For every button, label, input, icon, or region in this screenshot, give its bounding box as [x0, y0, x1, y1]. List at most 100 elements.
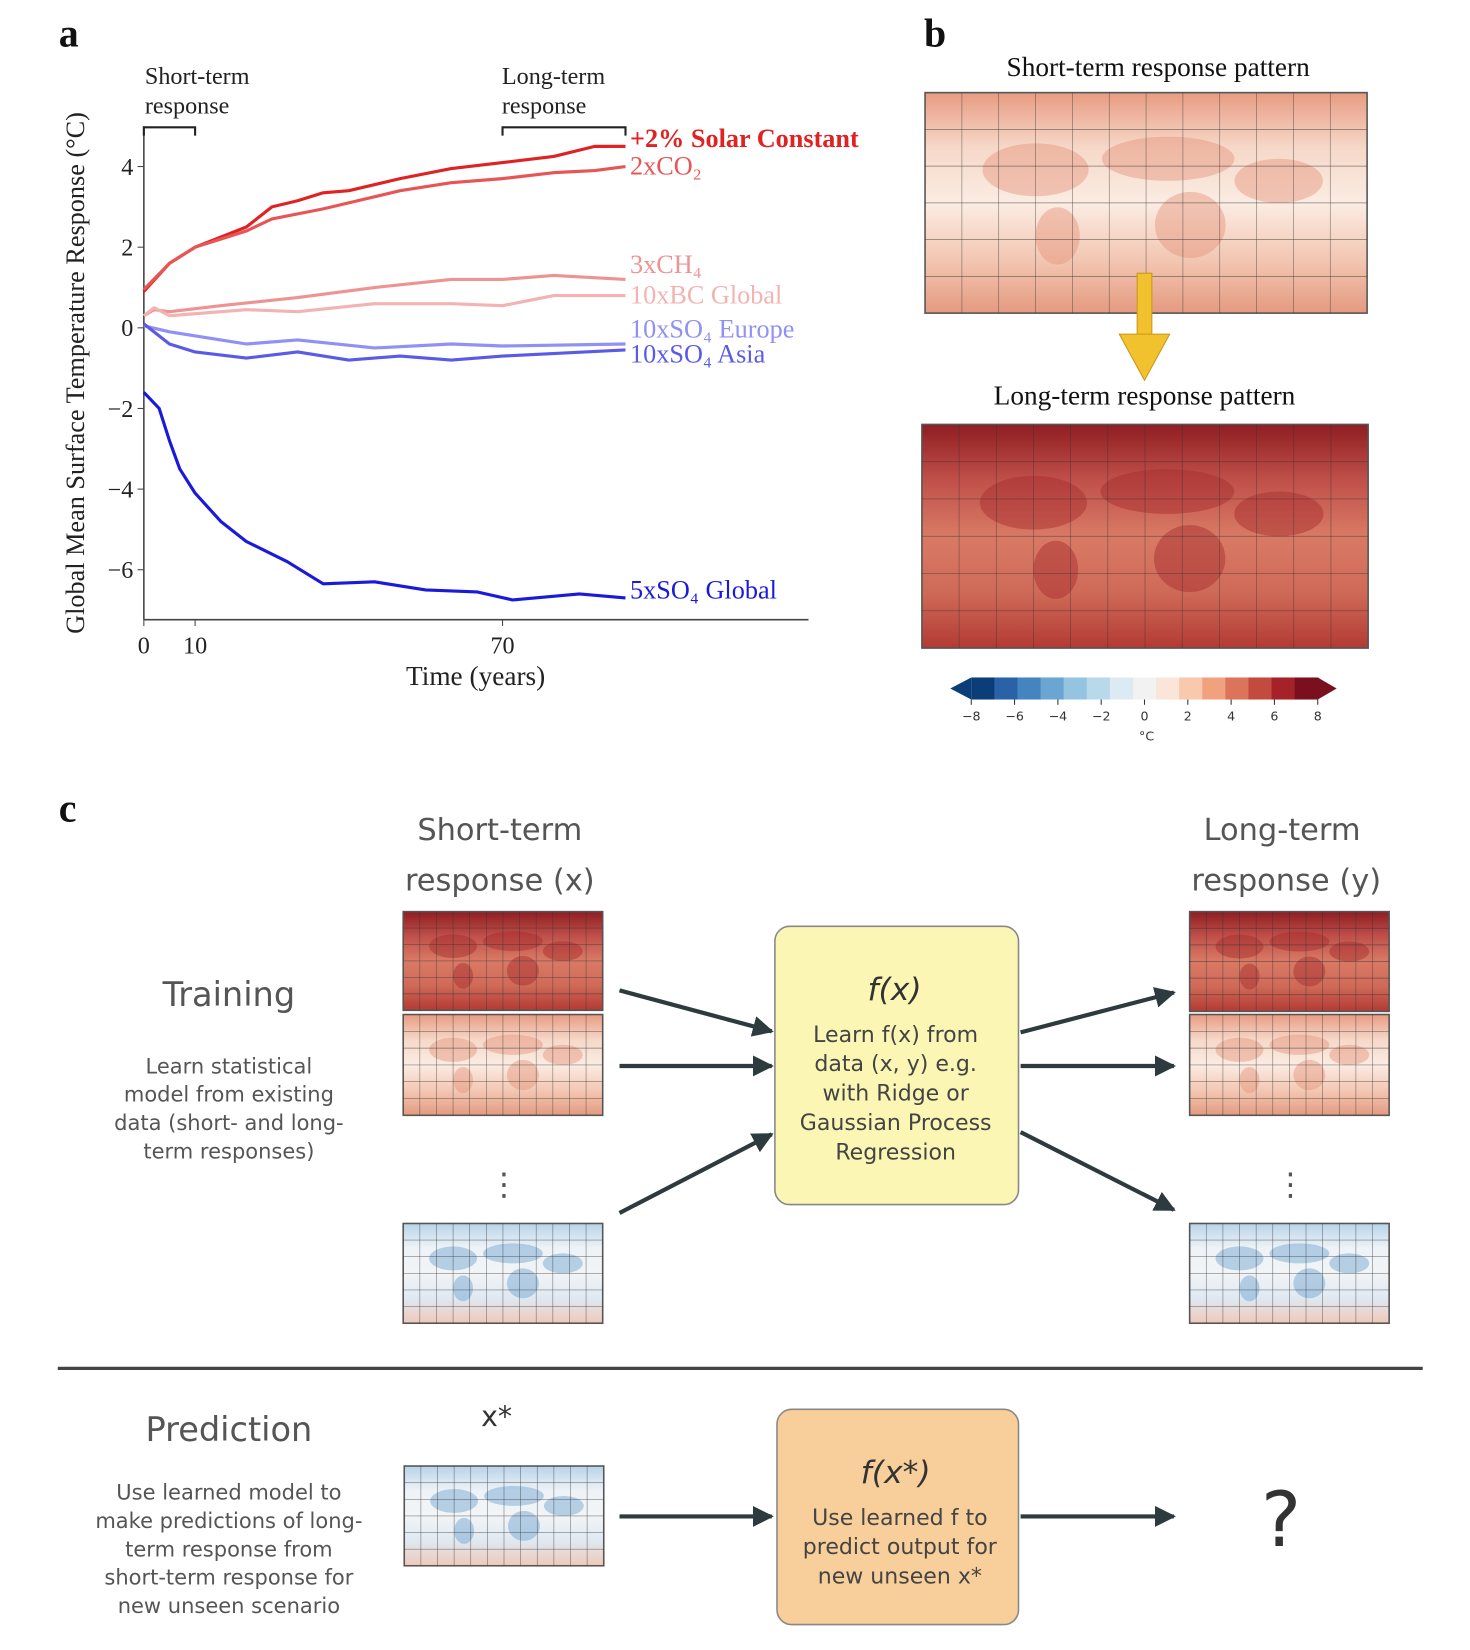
training-output-map: [1188, 910, 1390, 1013]
bracket: [501, 126, 627, 136]
series-label: 10xSO₄ Europe: [630, 314, 794, 343]
prediction-description-line: new unseen scenario: [118, 1594, 340, 1618]
series-label: 10xSO₄ Asia: [630, 339, 766, 368]
long-term-heading-line2: response (y): [1191, 864, 1381, 899]
long-term-pattern-title: Long-term response pattern: [994, 380, 1296, 410]
colorbar-segment: [1225, 677, 1249, 700]
bracket: [142, 126, 197, 136]
short-term-annotation-line1: Short-term: [145, 63, 250, 90]
prediction-description-line: make predictions of long-: [95, 1509, 362, 1533]
y-tick-label: 0: [121, 315, 133, 342]
x-tick-label: 10: [183, 632, 207, 659]
model-box-title: f(x): [867, 972, 921, 1008]
colorbar-segment: [1271, 677, 1296, 700]
colorbar-segment: [1179, 677, 1203, 700]
arrow-icon: [1020, 987, 1176, 1035]
colorbar-segment: [1156, 677, 1180, 700]
training-description-line: term responses): [143, 1139, 314, 1163]
colorbar-segment: [1132, 677, 1157, 700]
short-term-heading-line2: response (x): [405, 864, 595, 899]
colorbar-segment: [1063, 677, 1088, 700]
colorbar-segment: [1294, 677, 1319, 700]
y-tick-label: −2: [108, 396, 134, 423]
panel-label-a: a: [59, 10, 79, 55]
series-line: [143, 324, 626, 350]
short-term-heading-line1: Short-term: [417, 813, 582, 848]
colorbar-segment: [1017, 677, 1042, 700]
ellipsis-right: ⋮: [1275, 1167, 1306, 1203]
input-label: x*: [481, 1400, 512, 1433]
series-line: [142, 164, 626, 291]
arrow-icon: [1019, 1130, 1176, 1212]
prediction-title: Prediction: [145, 1410, 312, 1449]
colorbar-segment: [1040, 677, 1065, 700]
predict-box-line: predict output for: [803, 1535, 998, 1560]
training-input-map: [402, 1222, 604, 1325]
model-box-line: with Ridge or: [822, 1082, 969, 1107]
x-axis-label: Time (years): [406, 661, 545, 691]
colorbar-tick-label: −2: [1092, 709, 1111, 724]
predict-box-title: f(x*): [861, 1455, 931, 1491]
down-arrow-icon: [1118, 272, 1171, 382]
x-tick-label: 70: [490, 632, 514, 659]
series-label: +2% Solar Constant: [630, 124, 859, 153]
training-title: Training: [162, 975, 296, 1014]
y-tick-label: 2: [121, 235, 133, 262]
colorbar-tick-label: −8: [962, 709, 981, 724]
colorbar-segment: [1202, 677, 1226, 700]
y-tick-label: 4: [121, 154, 133, 181]
short-term-annotation-line2: response: [145, 93, 229, 120]
arrows: [618, 987, 1176, 1527]
colorbar-tick-label: 6: [1270, 709, 1278, 724]
colorbar-tick-label: 4: [1227, 709, 1235, 724]
model-box: [774, 925, 1020, 1206]
arrow-icon: [618, 988, 774, 1037]
panel-label-c: c: [59, 785, 77, 830]
training-description-line: model from existing: [124, 1083, 334, 1107]
model-box-line: Regression: [835, 1140, 956, 1165]
series-line: [142, 322, 626, 362]
colorbar-tick-label: 0: [1140, 709, 1148, 724]
training-output-map: [1188, 1013, 1390, 1117]
arrow-icon: [618, 1132, 774, 1215]
short-term-pattern-title: Short-term response pattern: [1007, 52, 1311, 82]
colorbar-unit: °C: [1139, 728, 1154, 743]
prediction-description-line: short-term response for: [104, 1566, 353, 1590]
y-axis-label: Global Mean Surface Temperature Response…: [61, 112, 90, 634]
training-input-map: [402, 910, 604, 1012]
series-line: [142, 144, 626, 293]
colorbar-segment: [994, 677, 1018, 700]
x-tick-label: 0: [138, 632, 150, 659]
colorbar-tick-label: −6: [1005, 709, 1024, 724]
colorbar-tick-label: 8: [1314, 709, 1322, 724]
colorbar-tick-label: 2: [1184, 709, 1192, 724]
prediction-description-line: term response from: [125, 1537, 332, 1561]
y-tick-label: −4: [108, 477, 134, 504]
series-line: [142, 294, 626, 318]
series-label: 2xCO₂: [630, 152, 702, 181]
panel-label-b: b: [924, 10, 946, 55]
predict-box-line: new unseen x*: [818, 1565, 982, 1590]
long-term-annotation-line2: response: [502, 93, 586, 120]
ellipsis-left: ⋮: [488, 1167, 519, 1203]
predict-box-line: Use learned f to: [812, 1506, 988, 1531]
short-term-response-map: [924, 91, 1368, 314]
long-term-response-map: [921, 423, 1369, 649]
training-output-map: [1188, 1222, 1390, 1325]
prediction-input-map: [403, 1465, 605, 1567]
y-tick-label: −6: [108, 557, 134, 584]
long-term-heading-line1: Long-term: [1204, 813, 1361, 848]
model-box-line: Gaussian Process: [800, 1111, 992, 1136]
series-line: [142, 391, 626, 602]
unknown-output: ?: [1261, 1476, 1301, 1564]
model-box-line: data (x, y) e.g.: [814, 1052, 977, 1077]
colorbar-segment: [1248, 677, 1273, 700]
colorbar-segment: [1109, 677, 1134, 700]
long-term-annotation-line1: Long-term: [502, 63, 605, 90]
colorbar-segment: [971, 677, 995, 700]
predict-box: [776, 1408, 1020, 1626]
model-box-line: Learn f(x) from: [813, 1023, 978, 1048]
training-input-map: [402, 1013, 604, 1117]
colorbar-tick-label: −4: [1049, 709, 1068, 724]
colorbar: −8 −6 −4 −2 0 2 4 6 8 °C: [950, 677, 1337, 743]
